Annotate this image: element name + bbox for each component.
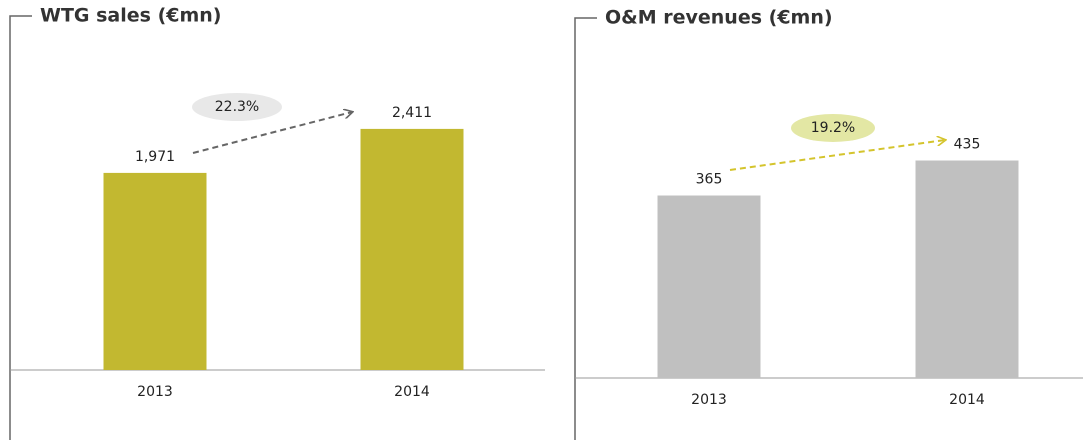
x-tick-label: 2014 (949, 392, 985, 408)
bar (360, 128, 464, 370)
chart-title: WTG sales (€mn) (40, 5, 222, 27)
bar (103, 172, 207, 370)
growth-arrow (729, 140, 945, 171)
x-tick-label: 2013 (137, 384, 173, 400)
x-tick-label: 2013 (691, 392, 727, 408)
growth-badge (192, 93, 282, 121)
value-label: 365 (696, 172, 723, 188)
growth-label: 19.2% (811, 120, 855, 136)
panel-frame (574, 17, 597, 440)
growth-badge (791, 114, 875, 142)
value-label: 435 (954, 137, 981, 153)
panel-frame (9, 15, 32, 440)
value-label: 2,411 (392, 105, 432, 121)
bar (657, 195, 761, 378)
value-label: 1,971 (135, 149, 175, 165)
x-tick-label: 2014 (394, 384, 430, 400)
bar (915, 160, 1019, 378)
growth-arrow (192, 112, 352, 154)
chart-title: O&M revenues (€mn) (605, 7, 833, 29)
growth-label: 22.3% (215, 99, 259, 115)
